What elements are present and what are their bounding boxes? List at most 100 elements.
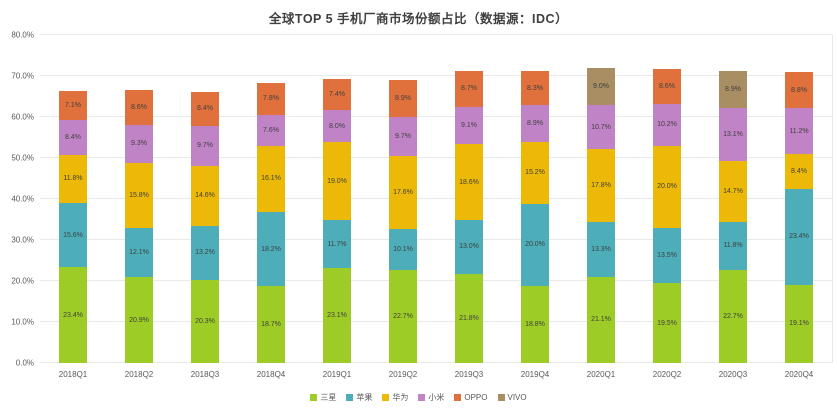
bar-segment-apple: 12.1%: [125, 227, 153, 278]
bar-column: 22.7% 10.1% 17.6% 9.7% 8.9% 2019Q2: [370, 35, 436, 379]
stacked-bar: 18.8% 20.0% 15.2% 8.9% 8.3%: [521, 35, 549, 363]
bar-value-label: 11.2%: [789, 127, 809, 135]
bar-value-label: 8.7%: [461, 85, 477, 93]
gridline: [40, 362, 832, 363]
bar-segment-xiaomi: 10.2%: [653, 103, 681, 146]
bar-value-label: 18.6%: [459, 178, 479, 186]
bar-value-label: 8.4%: [65, 134, 81, 142]
stacked-bar: 22.7% 11.8% 14.7% 13.1% 8.9%: [719, 35, 747, 363]
bar-value-label: 19.1%: [789, 320, 809, 328]
y-tick-label: 30.0%: [11, 235, 34, 245]
stacked-bar: 22.7% 10.1% 17.6% 9.7% 8.9%: [389, 35, 417, 363]
bar-segment-huawei: 18.6%: [455, 144, 483, 221]
bar-segment-oppo: 8.3%: [521, 71, 549, 106]
gridline: [40, 198, 832, 199]
x-tick-label: 2018Q3: [190, 370, 220, 379]
bar-value-label: 7.1%: [65, 102, 81, 110]
bar-segment-samsung: 21.8%: [455, 273, 483, 363]
bar-value-label: 11.8%: [63, 175, 83, 183]
bar-segment-samsung: 20.3%: [191, 279, 219, 363]
bar-value-label: 11.7%: [327, 240, 347, 248]
bar-column: 20.3% 13.2% 14.6% 9.7% 8.4% 2018Q3: [172, 35, 238, 379]
gridline: [40, 280, 832, 281]
bar-column: 20.9% 12.1% 15.8% 9.3% 8.6% 2018Q2: [106, 35, 172, 379]
bar-value-label: 23.1%: [327, 312, 347, 320]
bar-value-label: 21.8%: [459, 314, 479, 322]
bar-value-label: 21.1%: [591, 316, 611, 324]
bar-value-label: 19.0%: [327, 177, 347, 185]
bar-value-label: 12.1%: [129, 249, 149, 256]
bar-value-label: 14.7%: [723, 187, 743, 195]
stacked-bar: 18.7% 18.2% 16.1% 7.6% 7.8%: [257, 35, 285, 363]
y-tick-label: 60.0%: [11, 112, 34, 122]
bar-column: 21.8% 13.0% 18.6% 9.1% 8.7% 2019Q3: [436, 35, 502, 379]
bar-segment-samsung: 22.7%: [389, 269, 417, 363]
bar-value-label: 8.6%: [131, 103, 147, 111]
bar-segment-huawei: 19.0%: [323, 142, 351, 221]
bar-segment-oppo: 8.6%: [125, 89, 153, 125]
bar-value-label: 17.6%: [393, 188, 413, 196]
bar-segment-samsung: 19.5%: [653, 283, 681, 363]
bar-value-label: 8.4%: [791, 168, 807, 176]
bar-value-label: 23.4%: [63, 311, 83, 319]
bar-segment-xiaomi: 8.9%: [521, 105, 549, 142]
bar-value-label: 18.7%: [261, 321, 281, 329]
bar-segment-samsung: 22.7%: [719, 269, 747, 363]
bar-value-label: 9.1%: [461, 121, 477, 129]
y-tick-label: 70.0%: [11, 71, 34, 81]
x-tick-label: 2019Q4: [520, 370, 550, 379]
legend-item-samsung: 三星: [310, 392, 336, 403]
bar-column: 18.7% 18.2% 16.1% 7.6% 7.8% 2018Q4: [238, 35, 304, 379]
bar-segment-xiaomi: 10.7%: [587, 105, 615, 150]
bar-segment-apple: 20.0%: [521, 203, 549, 286]
legend-label-samsung: 三星: [320, 393, 337, 402]
bar-segment-samsung: 23.1%: [323, 268, 351, 363]
stacked-bar: 21.1% 13.3% 17.8% 10.7% 9.0%: [587, 35, 615, 363]
bar-value-label: 7.8%: [263, 95, 279, 103]
legend-label-apple: 苹果: [356, 393, 373, 402]
bar-column: 19.1% 23.4% 8.4% 11.2% 8.8% 2020Q4: [766, 35, 832, 379]
x-tick-label: 2019Q2: [388, 370, 418, 379]
bar-value-label: 8.9%: [725, 85, 741, 93]
legend-item-vivo: VIVO: [497, 393, 527, 402]
bar-segment-oppo: 7.1%: [59, 91, 87, 121]
bar-value-label: 8.0%: [329, 122, 345, 130]
y-tick-label: 20.0%: [11, 276, 34, 286]
bar-segment-oppo: 8.7%: [455, 71, 483, 107]
bar-segment-samsung: 19.1%: [785, 284, 813, 363]
bar-segment-apple: 13.5%: [653, 227, 681, 284]
bar-segment-huawei: 14.6%: [191, 165, 219, 226]
gridline: [40, 34, 832, 35]
bar-value-label: 8.8%: [791, 86, 807, 94]
stacked-bar: 20.9% 12.1% 15.8% 9.3% 8.6%: [125, 35, 153, 363]
x-tick-label: 2020Q2: [652, 370, 682, 379]
x-tick-label: 2018Q4: [256, 370, 286, 379]
bar-value-label: 10.2%: [657, 121, 677, 129]
bar-value-label: 15.8%: [129, 191, 149, 199]
bar-value-label: 9.7%: [395, 132, 411, 140]
bar-segment-samsung: 20.9%: [125, 277, 153, 363]
bar-segment-huawei: 17.8%: [587, 149, 615, 222]
bar-segment-huawei: 16.1%: [257, 145, 285, 212]
bar-value-label: 20.0%: [657, 183, 677, 191]
bar-segment-oppo: 8.4%: [191, 91, 219, 127]
bar-value-label: 20.0%: [525, 241, 545, 249]
gridline: [40, 239, 832, 240]
bar-segment-xiaomi: 9.3%: [125, 124, 153, 163]
bar-segment-apple: 15.6%: [59, 203, 87, 268]
bar-segment-samsung: 23.4%: [59, 267, 87, 363]
bar-value-label: 7.4%: [329, 90, 345, 98]
bar-value-label: 15.2%: [525, 169, 545, 177]
bar-segment-xiaomi: 13.1%: [719, 107, 747, 162]
bar-value-label: 18.8%: [525, 320, 545, 328]
stacked-bar: 23.4% 15.6% 11.8% 8.4% 7.1%: [59, 35, 87, 363]
gridline: [40, 157, 832, 158]
bar-value-label: 8.9%: [395, 94, 411, 102]
bar-segment-xiaomi: 7.6%: [257, 114, 285, 146]
bar-segment-apple: 13.2%: [191, 225, 219, 280]
x-tick-label: 2018Q1: [58, 370, 88, 379]
bar-segment-huawei: 17.6%: [389, 156, 417, 229]
bar-segment-huawei: 14.7%: [719, 161, 747, 222]
bar-value-label: 8.9%: [527, 119, 543, 127]
bar-segment-xiaomi: 8.4%: [59, 120, 87, 155]
